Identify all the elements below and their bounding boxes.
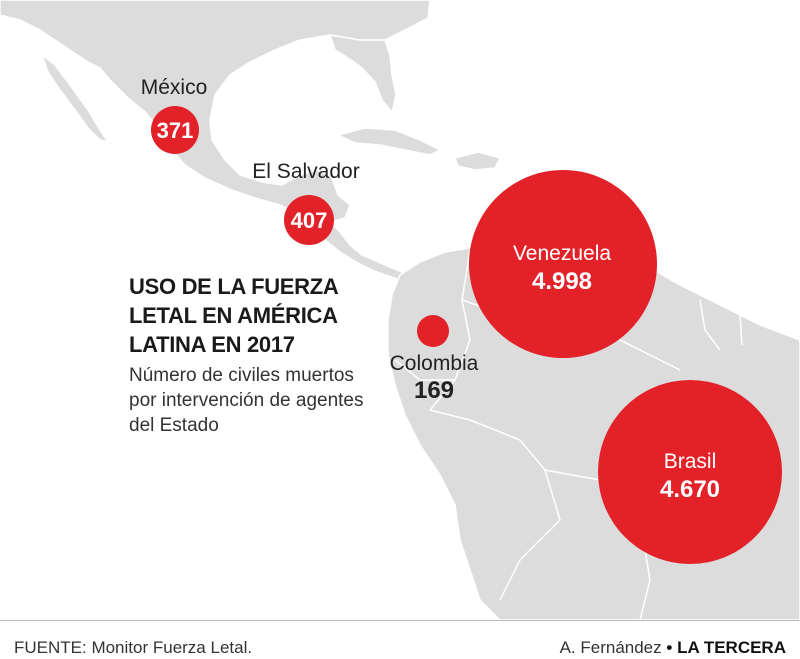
label-venezuela: Venezuela (512, 242, 612, 265)
chart-title: USO DE LA FUERZA LETAL EN AMÉRICA LATINA… (129, 274, 338, 357)
bubble-colombia (417, 315, 449, 347)
credit-outlet: LA TERCERA (677, 638, 786, 657)
label-el-salvador: El Salvador (252, 160, 360, 183)
bubble-venezuela (469, 170, 657, 358)
value-venezuela: 4.998 (531, 268, 593, 295)
credit-author: A. Fernández (559, 638, 662, 657)
bubbles (151, 106, 782, 564)
label-colombia: Colombia (389, 352, 479, 375)
credit-line: A. Fernández • LA TERCERA (560, 638, 786, 658)
land-hispaniola (454, 151, 501, 171)
footer-divider (0, 620, 800, 621)
title-block: USO DE LA FUERZA LETAL EN AMÉRICA LATINA… (129, 272, 379, 438)
bubble-mexico (151, 106, 199, 154)
source-note: FUENTE: Monitor Fuerza Letal. (14, 638, 253, 657)
value-brasil: 4.670 (659, 476, 721, 503)
chart-subtitle: Número de civiles muertos por intervenci… (129, 365, 364, 436)
land-north-america (0, 0, 431, 223)
credit-separator: • (666, 638, 673, 657)
land-baja-california (41, 54, 109, 143)
value-mexico: 371 (156, 118, 194, 143)
label-brasil: Brasil (663, 450, 717, 473)
label-mexico: México (140, 76, 208, 99)
bubble-brasil (598, 380, 782, 564)
land-cuba (337, 127, 441, 156)
bubble-el-salvador (284, 195, 334, 245)
land-florida (329, 34, 397, 113)
value-colombia: 169 (413, 377, 455, 404)
value-el-salvador: 407 (290, 208, 328, 233)
latin-america-map (0, 0, 800, 620)
